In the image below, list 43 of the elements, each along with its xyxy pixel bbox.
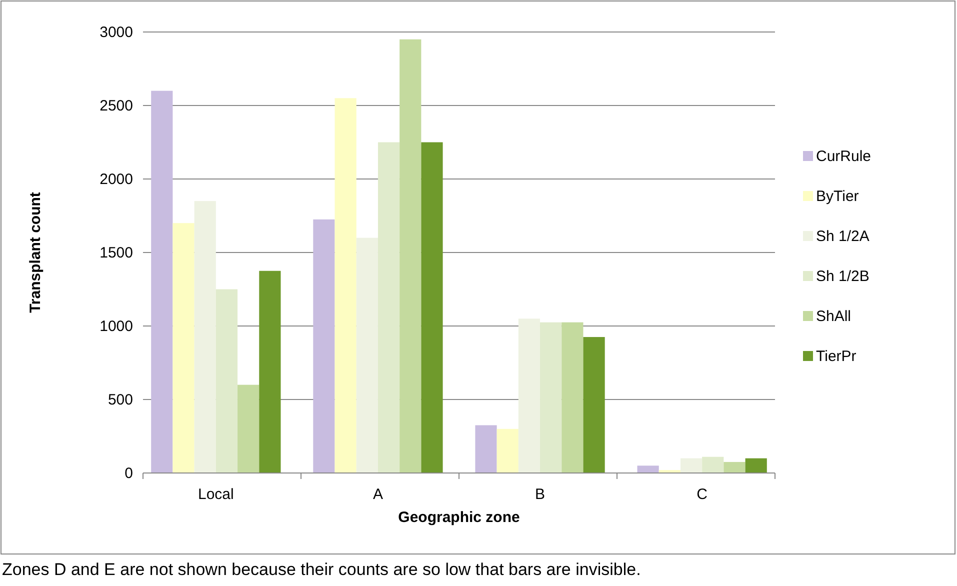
bar bbox=[583, 337, 605, 473]
bar bbox=[172, 223, 194, 473]
bar bbox=[724, 462, 746, 473]
y-tick-label: 2500 bbox=[100, 98, 133, 114]
x-tick-label: B bbox=[535, 486, 546, 503]
bar bbox=[151, 90, 173, 473]
bar bbox=[702, 456, 724, 473]
x-axis-title: Geographic zone bbox=[398, 509, 520, 526]
y-tick-label: 3000 bbox=[100, 24, 133, 41]
bar bbox=[475, 425, 497, 473]
legend-label: CurRule bbox=[816, 148, 872, 165]
bar bbox=[562, 322, 584, 473]
bar bbox=[421, 142, 443, 473]
x-tick-label: A bbox=[372, 486, 383, 503]
y-tick-label: 2000 bbox=[100, 171, 133, 188]
bar bbox=[216, 289, 238, 473]
bar bbox=[194, 201, 216, 473]
bar bbox=[518, 318, 540, 473]
legend-label: Sh 1/2A bbox=[816, 228, 870, 245]
bar bbox=[400, 39, 422, 473]
legend-label: ShAll bbox=[816, 308, 852, 325]
bar bbox=[637, 466, 659, 473]
y-axis-title: Transplant count bbox=[27, 192, 44, 313]
bar bbox=[745, 458, 767, 473]
bar bbox=[540, 322, 562, 473]
x-tick-label: C bbox=[696, 486, 708, 503]
y-tick-label: 0 bbox=[124, 465, 133, 482]
bar bbox=[356, 238, 378, 473]
legend-label: ByTier bbox=[816, 188, 859, 205]
x-tick-label: Local bbox=[198, 486, 234, 503]
y-tick-label: 500 bbox=[108, 392, 133, 408]
bar bbox=[680, 458, 702, 473]
bar bbox=[259, 270, 281, 473]
y-tick-label: 1000 bbox=[100, 318, 133, 335]
bar bbox=[313, 219, 335, 473]
y-tick-label: 1500 bbox=[100, 244, 133, 262]
bar bbox=[334, 98, 356, 473]
bar bbox=[378, 142, 400, 473]
legend-label: Sh 1/2B bbox=[816, 268, 870, 285]
legend-label: TierPr bbox=[816, 348, 856, 365]
bar bbox=[496, 428, 518, 473]
text: Zones D and E are not shown because their counts are so low that bars are invisible. bbox=[2, 560, 641, 579]
bar bbox=[238, 384, 260, 473]
